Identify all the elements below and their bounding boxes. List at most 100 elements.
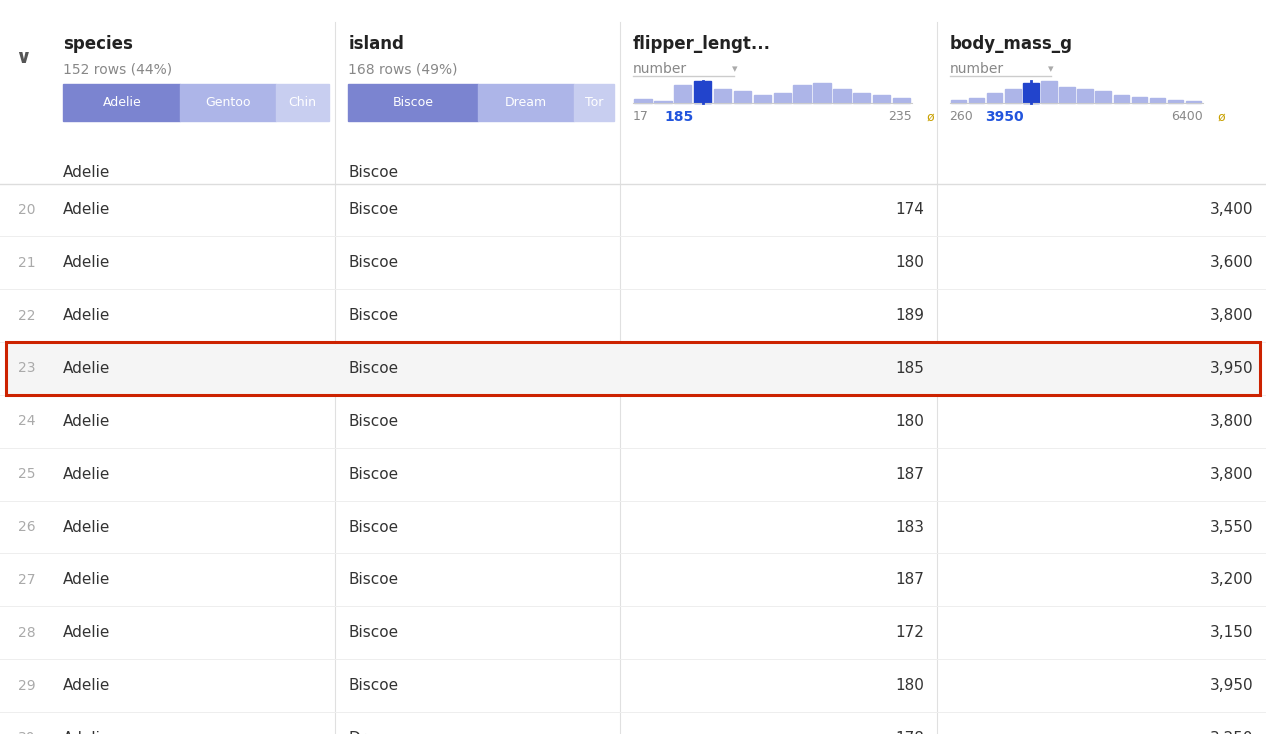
Text: 3,800: 3,800: [1210, 414, 1253, 429]
Bar: [968, 98, 985, 103]
Text: 20: 20: [18, 203, 35, 217]
Text: number: number: [950, 62, 1004, 76]
Text: Biscoe: Biscoe: [348, 414, 399, 429]
Text: 3,400: 3,400: [1210, 203, 1253, 217]
Bar: [874, 95, 890, 103]
Text: 3,150: 3,150: [1210, 625, 1253, 640]
Text: Dream: Dream: [348, 731, 400, 734]
Text: 189: 189: [895, 308, 924, 323]
Text: 3,950: 3,950: [1210, 361, 1253, 376]
Bar: [1005, 89, 1020, 103]
Text: Dream: Dream: [505, 96, 547, 109]
Text: Biscoe: Biscoe: [348, 361, 399, 376]
Text: Adelie: Adelie: [63, 255, 110, 270]
Bar: [573, 84, 614, 121]
Bar: [634, 99, 652, 103]
Bar: [1132, 97, 1147, 103]
Text: Chin: Chin: [289, 96, 316, 109]
Text: Biscoe: Biscoe: [348, 203, 399, 217]
Text: Adelie: Adelie: [63, 467, 110, 482]
Text: 3,250: 3,250: [1210, 731, 1253, 734]
Bar: [63, 84, 180, 121]
Bar: [479, 84, 573, 121]
Text: 168 rows (49%): 168 rows (49%): [348, 62, 457, 76]
Text: flipper_lengt...: flipper_lengt...: [633, 35, 771, 54]
Text: 21: 21: [18, 255, 35, 270]
Bar: [1023, 83, 1038, 103]
Bar: [6, 342, 1260, 395]
Bar: [1060, 87, 1075, 103]
Bar: [753, 95, 771, 103]
Text: 180: 180: [895, 414, 924, 429]
Bar: [794, 84, 810, 103]
Text: Biscoe: Biscoe: [348, 255, 399, 270]
Text: 28: 28: [18, 625, 35, 640]
Text: Adelie: Adelie: [63, 573, 110, 587]
Text: 27: 27: [18, 573, 35, 587]
Text: Adelie: Adelie: [63, 414, 110, 429]
Text: Adelie: Adelie: [63, 678, 110, 693]
Text: Adelie: Adelie: [63, 165, 110, 180]
Bar: [180, 84, 276, 121]
Text: 187: 187: [895, 573, 924, 587]
Text: Biscoe: Biscoe: [348, 308, 399, 323]
Text: 29: 29: [18, 678, 35, 693]
Text: Biscoe: Biscoe: [392, 96, 434, 109]
Text: 3,950: 3,950: [1210, 678, 1253, 693]
Text: 26: 26: [18, 520, 35, 534]
Text: ▾: ▾: [732, 65, 737, 75]
Bar: [655, 101, 671, 103]
Text: ∨: ∨: [15, 48, 30, 67]
Text: 183: 183: [895, 520, 924, 534]
Text: Biscoe: Biscoe: [348, 520, 399, 534]
Bar: [1114, 95, 1129, 103]
Text: 3,550: 3,550: [1210, 520, 1253, 534]
Bar: [674, 84, 691, 103]
Text: Adelie: Adelie: [63, 203, 110, 217]
Text: 185: 185: [895, 361, 924, 376]
Bar: [893, 98, 910, 103]
Text: 180: 180: [895, 678, 924, 693]
Text: 185: 185: [665, 110, 694, 124]
Text: species: species: [63, 35, 133, 54]
Bar: [694, 81, 711, 103]
Text: 3,600: 3,600: [1210, 255, 1253, 270]
Bar: [734, 91, 751, 103]
Text: 180: 180: [895, 255, 924, 270]
Text: Biscoe: Biscoe: [348, 625, 399, 640]
Text: 17: 17: [633, 110, 649, 123]
Text: Adelie: Adelie: [63, 520, 110, 534]
Text: Adelie: Adelie: [63, 731, 110, 734]
Text: Adelie: Adelie: [63, 308, 110, 323]
Text: Biscoe: Biscoe: [348, 467, 399, 482]
Bar: [1041, 81, 1057, 103]
Text: 23: 23: [18, 361, 35, 376]
Text: 3,200: 3,200: [1210, 573, 1253, 587]
Bar: [833, 89, 851, 103]
Text: ø: ø: [927, 110, 934, 123]
Text: 22: 22: [18, 308, 35, 323]
Text: Adelie: Adelie: [103, 96, 142, 109]
Bar: [6, 342, 1260, 395]
Text: Tor: Tor: [585, 96, 604, 109]
Bar: [348, 84, 479, 121]
Text: 25: 25: [18, 467, 35, 482]
Bar: [853, 92, 871, 103]
Text: 6400: 6400: [1171, 110, 1203, 123]
Bar: [1077, 89, 1093, 103]
Text: Biscoe: Biscoe: [348, 165, 399, 180]
Text: Biscoe: Biscoe: [348, 573, 399, 587]
Text: 3,800: 3,800: [1210, 467, 1253, 482]
Bar: [1167, 100, 1184, 103]
Text: Gentoo: Gentoo: [205, 96, 251, 109]
Bar: [276, 84, 329, 121]
Text: 3,800: 3,800: [1210, 308, 1253, 323]
Text: Adelie: Adelie: [63, 625, 110, 640]
Bar: [1095, 91, 1112, 103]
Text: 172: 172: [895, 625, 924, 640]
Text: island: island: [348, 35, 404, 54]
Text: number: number: [633, 62, 687, 76]
Text: 3950: 3950: [985, 110, 1024, 124]
Text: 187: 187: [895, 467, 924, 482]
Bar: [813, 83, 830, 103]
